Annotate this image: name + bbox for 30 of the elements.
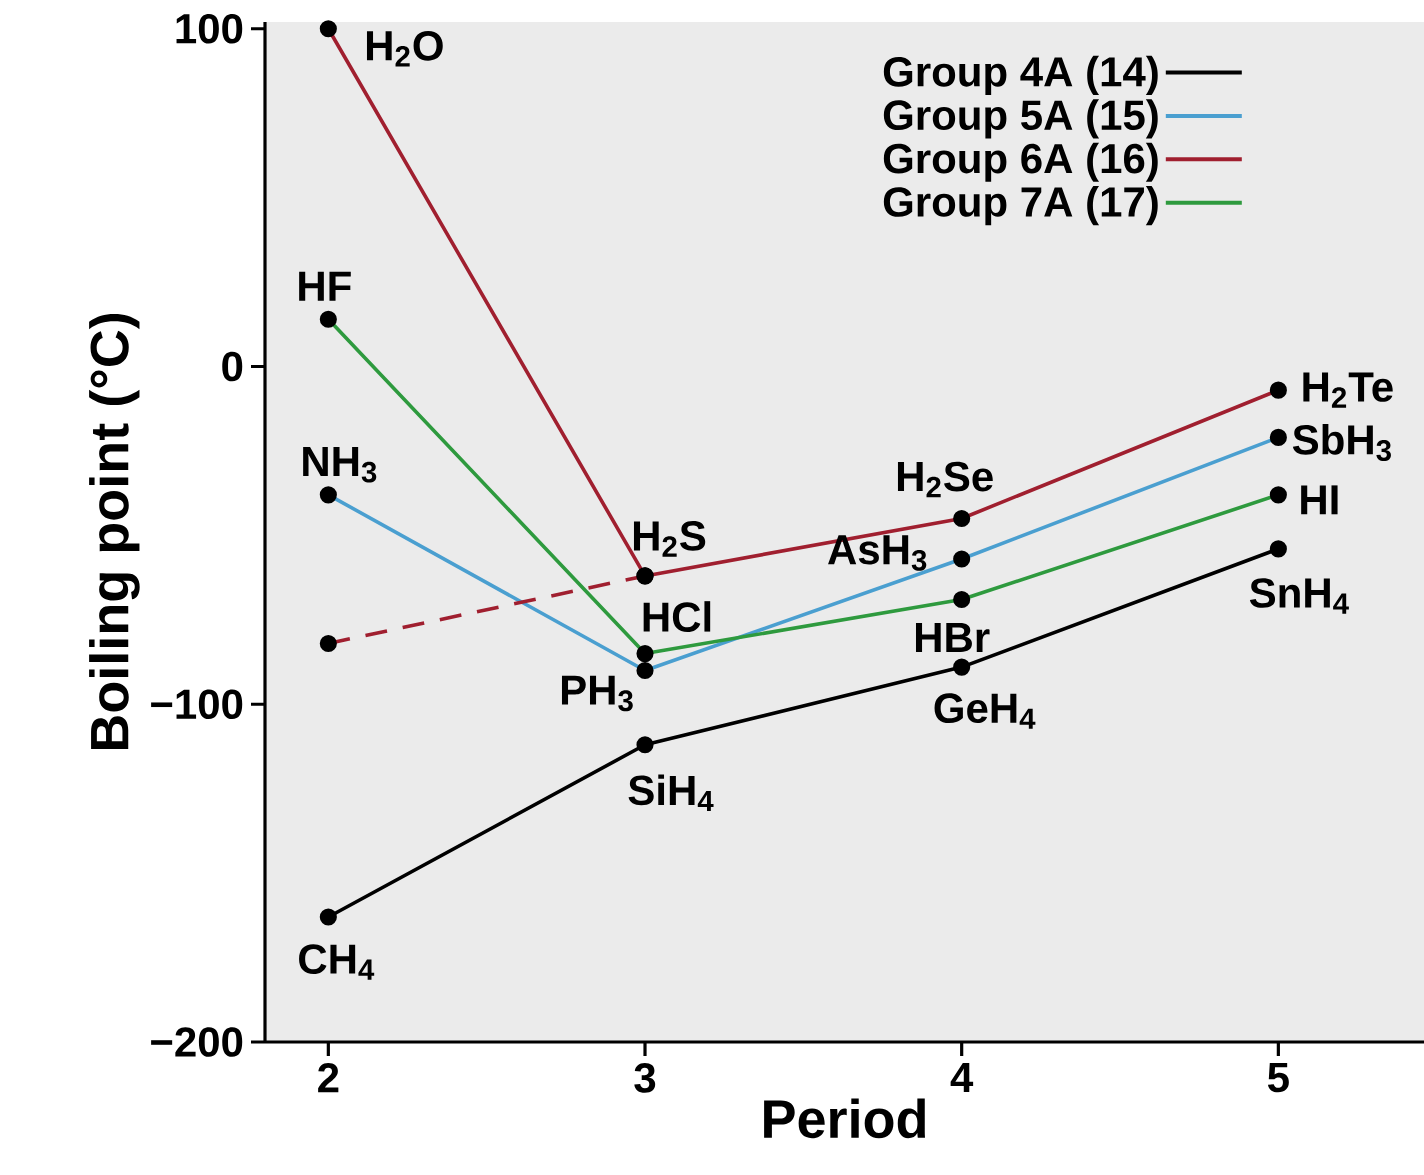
legend-label: Group 7A (17) [883, 186, 1158, 226]
y-tick-label: −100 [151, 689, 243, 720]
annotation: NH$_{3}$ [303, 447, 377, 483]
y-tick-label: 0 [222, 351, 243, 382]
x-tick-label: 3 [634, 1063, 656, 1093]
annotation: HBr [915, 623, 990, 652]
annotation: AsH$_{3}$ [828, 535, 927, 571]
annotation: SbH$_{3}$ [1292, 423, 1391, 461]
annotation: HCl [643, 601, 711, 632]
x-tick-label: 5 [1267, 1063, 1289, 1093]
annotation: SnH$_{4}$ [1249, 578, 1349, 614]
annotation: H$_{2}$S [633, 521, 706, 557]
legend-label: Group 4A (14) [883, 55, 1158, 96]
x-tick-label: 4 [950, 1063, 974, 1092]
y-tick-label: 100 [176, 13, 243, 44]
legend-label: Group 6A (16) [883, 142, 1158, 182]
annotation: HF [299, 271, 351, 301]
annotation: PH$_{3}$ [561, 675, 633, 712]
annotation: HI [1301, 485, 1338, 515]
annotation: H$_{2}$Te [1303, 372, 1393, 408]
annotation: GeH$_{4}$ [934, 693, 1036, 729]
x-tick-label: 2 [318, 1063, 339, 1093]
y-axis-title: Boiling point (°C) [89, 313, 140, 750]
x-axis-title: Period [764, 1098, 925, 1139]
legend-label: Group 5A (15) [883, 99, 1158, 139]
annotation: H$_{2}$O [366, 30, 443, 67]
annotation: SiH$_{4}$ [628, 774, 714, 812]
annotation: H$_{2}$Se [897, 461, 993, 498]
annotation: CH$_{4}$ [299, 944, 375, 980]
y-tick-label: −200 [151, 1027, 243, 1057]
